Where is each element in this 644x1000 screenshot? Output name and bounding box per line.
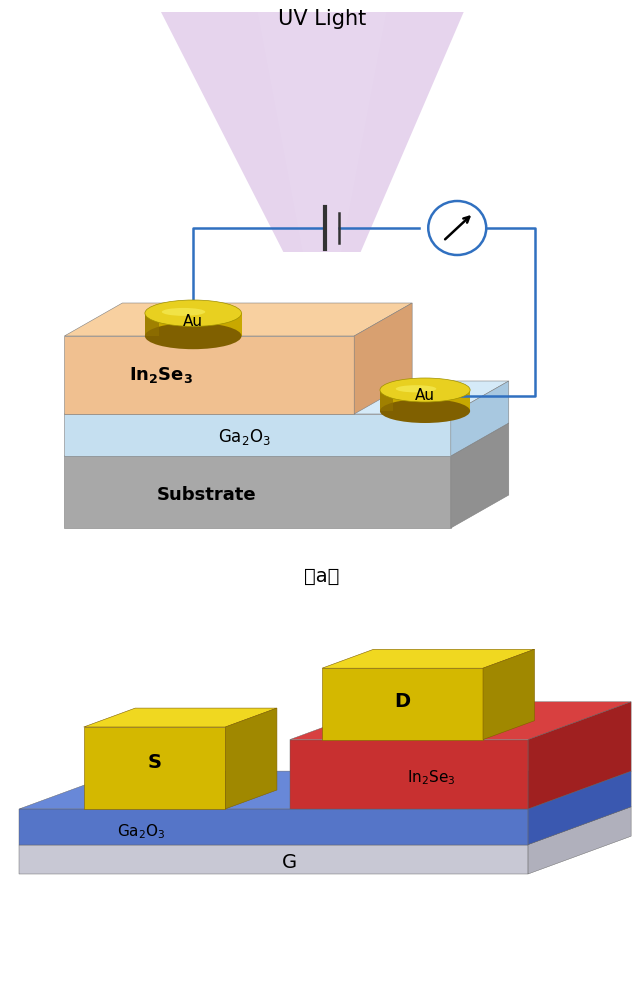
Polygon shape [19,807,631,845]
Ellipse shape [380,399,470,423]
Text: $\mathregular{Ga_2O_3}$: $\mathregular{Ga_2O_3}$ [117,823,166,841]
Polygon shape [84,708,277,727]
Polygon shape [528,702,631,809]
Polygon shape [19,771,631,809]
Polygon shape [290,702,631,740]
Text: $\mathregular{In_2Se_3}$: $\mathregular{In_2Se_3}$ [407,768,456,787]
Text: （a）: （a） [305,566,339,585]
Polygon shape [161,12,464,252]
Polygon shape [64,456,451,528]
Polygon shape [451,381,509,456]
Polygon shape [64,303,412,336]
Polygon shape [19,809,528,845]
Polygon shape [225,708,277,809]
Ellipse shape [395,385,437,392]
Circle shape [428,201,486,255]
Ellipse shape [162,308,205,316]
Polygon shape [64,381,509,414]
Polygon shape [483,649,535,740]
Polygon shape [64,336,354,414]
Text: Substrate: Substrate [156,486,256,504]
Polygon shape [528,771,631,845]
Polygon shape [354,303,412,414]
Text: $\mathregular{In_2Se_3}$: $\mathregular{In_2Se_3}$ [129,365,193,385]
Polygon shape [322,649,535,668]
Polygon shape [380,390,393,411]
Ellipse shape [145,323,242,349]
Polygon shape [258,12,386,252]
Polygon shape [451,423,509,528]
Polygon shape [380,390,470,411]
Polygon shape [528,807,631,874]
Polygon shape [145,313,242,336]
Text: UV Light: UV Light [278,9,366,29]
Ellipse shape [380,378,470,402]
Polygon shape [19,845,528,874]
Text: G: G [282,853,298,872]
Ellipse shape [145,300,242,326]
Polygon shape [145,313,160,336]
Text: D: D [394,692,411,711]
Polygon shape [64,414,451,456]
Text: S: S [147,753,162,772]
Polygon shape [64,423,509,456]
Polygon shape [322,668,483,740]
Text: $\mathregular{Ga_2O_3}$: $\mathregular{Ga_2O_3}$ [218,427,271,447]
Text: Au: Au [183,314,204,328]
Polygon shape [290,740,528,809]
Text: Au: Au [415,388,435,403]
Polygon shape [84,727,225,809]
